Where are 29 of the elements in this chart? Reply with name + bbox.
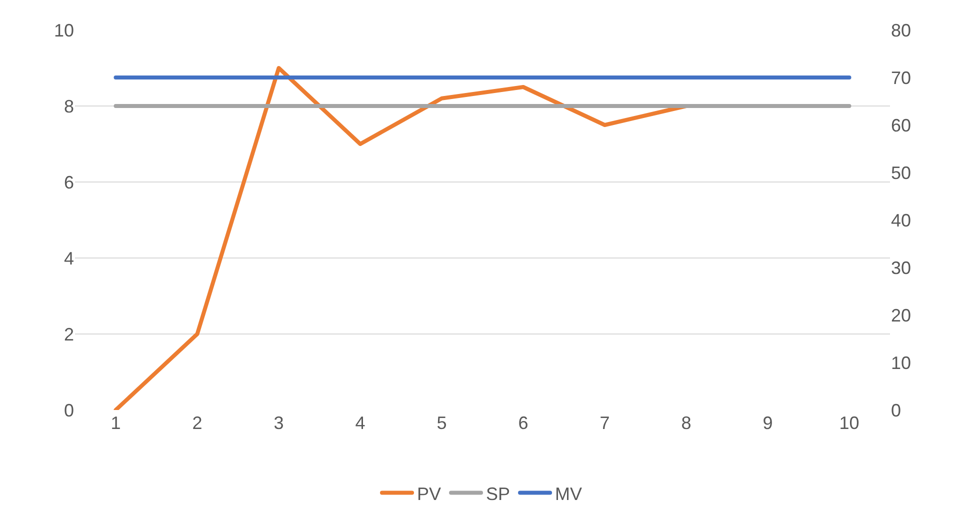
y2-tick-label: 0 [891, 400, 902, 420]
x-tick-label: 3 [274, 413, 284, 433]
y-tick-label: 4 [64, 248, 74, 268]
x-tick-label: 10 [839, 413, 860, 433]
y2-tick-label: 10 [891, 352, 912, 373]
y-tick-label: 2 [64, 324, 74, 344]
x-tick-label: 1 [110, 413, 121, 433]
y2-tick-label: 50 [891, 162, 912, 183]
y-tick-label: 0 [64, 400, 74, 420]
y2-tick-label: 80 [891, 20, 912, 40]
x-tick-label: 4 [355, 413, 366, 433]
y-tick-label: 8 [64, 96, 74, 116]
line-series [114, 66, 688, 410]
x-tick-label: 7 [600, 413, 610, 433]
x-tick-label: 5 [436, 413, 447, 433]
y2-tick-label: 40 [891, 210, 912, 230]
y2-tick-label: 30 [891, 258, 912, 278]
x-tick-label: 8 [681, 413, 692, 433]
x-tick-label: 6 [518, 413, 528, 433]
legend-label: SP [486, 484, 510, 504]
legend-label: PV [417, 484, 442, 504]
y-tick-label: 6 [64, 172, 74, 192]
legend-label: MV [555, 484, 582, 504]
x-tick-label: 9 [762, 413, 773, 433]
y-tick-label: 10 [54, 20, 74, 40]
y2-tick-label: 60 [891, 115, 912, 136]
y2-tick-label: 70 [891, 68, 912, 88]
y2-tick-label: 20 [891, 305, 912, 326]
x-tick-label: 2 [192, 413, 202, 433]
